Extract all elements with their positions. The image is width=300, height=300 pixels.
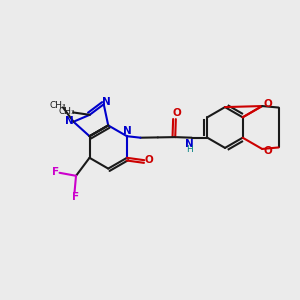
Text: N: N (123, 126, 131, 136)
Text: H: H (186, 145, 193, 154)
Text: CH₃: CH₃ (58, 107, 75, 116)
Text: F: F (52, 167, 59, 177)
Text: O: O (264, 99, 272, 109)
Text: O: O (145, 155, 154, 165)
Text: F: F (72, 192, 79, 202)
Text: O: O (173, 108, 182, 118)
Text: N: N (185, 139, 194, 149)
Text: N: N (102, 97, 110, 107)
Text: O: O (264, 146, 272, 156)
Text: N: N (65, 116, 74, 125)
Text: CH₃: CH₃ (49, 101, 66, 110)
